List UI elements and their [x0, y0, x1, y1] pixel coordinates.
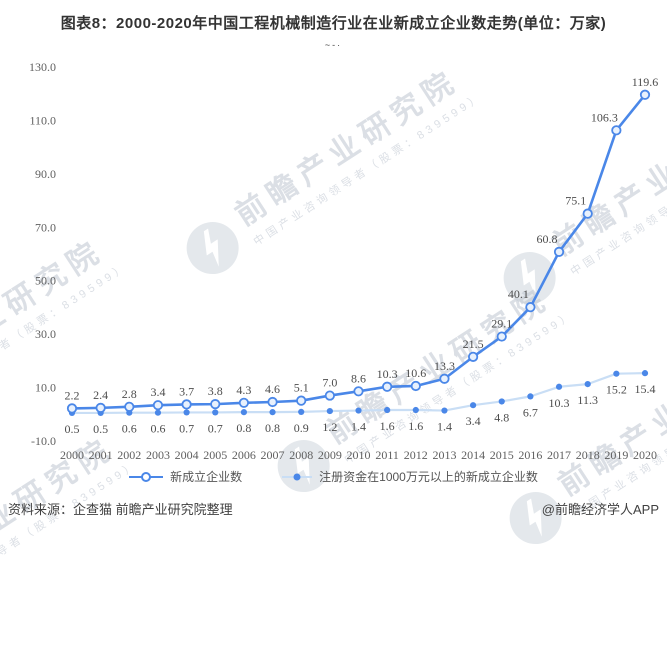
svg-text:29.1: 29.1: [491, 317, 512, 331]
svg-text:0.8: 0.8: [236, 421, 251, 435]
legend-item-new-companies: 新成立企业数: [129, 468, 242, 485]
svg-text:2014: 2014: [461, 448, 485, 462]
svg-text:2002: 2002: [117, 448, 141, 462]
svg-text:5.1: 5.1: [294, 381, 309, 395]
svg-text:2.4: 2.4: [93, 388, 108, 402]
svg-text:2.2: 2.2: [65, 388, 80, 402]
svg-text:10.0: 10.0: [35, 381, 56, 395]
svg-text:2003: 2003: [146, 448, 170, 462]
svg-text:0.8: 0.8: [265, 421, 280, 435]
line-dot-marker-icon: [282, 475, 313, 478]
svg-text:2006: 2006: [232, 448, 256, 462]
line-open-circle-marker-icon: [129, 475, 164, 478]
svg-text:75.1: 75.1: [565, 194, 586, 208]
svg-text:40.1: 40.1: [508, 287, 529, 301]
svg-text:10.3: 10.3: [549, 396, 570, 410]
svg-text:-10.0: -10.0: [31, 434, 56, 448]
svg-text:13.3: 13.3: [434, 359, 455, 373]
svg-text:0.9: 0.9: [294, 421, 309, 435]
footer-credit: @前瞻经济学人APP: [541, 502, 659, 517]
svg-text:0.7: 0.7: [208, 421, 223, 435]
chart-legend: 新成立企业数 注册资金在1000万元以上的新成立企业数: [0, 468, 667, 485]
svg-text:2010: 2010: [347, 448, 371, 462]
legend-item-registered-capital: 注册资金在1000万元以上的新成立企业数: [282, 468, 538, 485]
svg-text:50.0: 50.0: [35, 274, 56, 288]
svg-text:4.6: 4.6: [265, 382, 280, 396]
svg-text:30.0: 30.0: [35, 327, 56, 341]
svg-text:3.7: 3.7: [179, 384, 194, 398]
svg-text:70.0: 70.0: [35, 220, 56, 234]
svg-text:1.4: 1.4: [437, 420, 452, 434]
svg-text:0.5: 0.5: [65, 422, 80, 436]
svg-text:10.3: 10.3: [377, 367, 398, 381]
svg-text:2020: 2020: [633, 448, 657, 462]
svg-text:2019: 2019: [604, 448, 628, 462]
legend-label: 注册资金在1000万元以上的新成立企业数: [319, 470, 538, 484]
svg-text:1.6: 1.6: [380, 419, 395, 433]
svg-text:4.3: 4.3: [236, 383, 251, 397]
svg-text:15.2: 15.2: [606, 383, 627, 397]
svg-text:3.4: 3.4: [466, 414, 481, 428]
chart-page: 前瞻产业研究院 中国产业咨询领导者（股票：839599） 前瞻产业研究院 中国产…: [0, 0, 667, 528]
svg-text:2011: 2011: [375, 448, 399, 462]
svg-text:2012: 2012: [404, 448, 428, 462]
subtitle-mark: ~-·: [324, 40, 343, 50]
svg-text:1.4: 1.4: [351, 420, 366, 434]
chart-canvas: 130.0 110.0 90.0 70.0 50.0 30.0 10.0 -10.0 2000 2…: [29, 60, 659, 462]
svg-text:2018: 2018: [576, 448, 600, 462]
svg-text:2008: 2008: [289, 448, 313, 462]
svg-text:119.6: 119.6: [632, 75, 659, 89]
svg-text:15.4: 15.4: [635, 382, 656, 396]
svg-text:0.6: 0.6: [122, 422, 137, 436]
svg-text:2004: 2004: [175, 448, 199, 462]
svg-text:21.5: 21.5: [463, 337, 484, 351]
legend-label: 新成立企业数: [170, 470, 243, 484]
svg-text:0.7: 0.7: [179, 421, 194, 435]
svg-text:11.3: 11.3: [577, 393, 598, 407]
svg-text:2000: 2000: [60, 448, 84, 462]
footer-source: 资料来源：企查猫 前瞻产业研究院整理: [8, 502, 233, 517]
svg-text:130.0: 130.0: [29, 60, 56, 74]
svg-text:106.3: 106.3: [591, 110, 618, 124]
svg-text:2013: 2013: [432, 448, 456, 462]
svg-text:2017: 2017: [547, 448, 571, 462]
svg-text:2007: 2007: [261, 448, 285, 462]
chart-title: 图表8：2000-2020年中国工程机械制造行业在业新成立企业数走势(单位：万家…: [60, 15, 607, 32]
svg-text:0.6: 0.6: [150, 422, 165, 436]
svg-text:2005: 2005: [203, 448, 227, 462]
svg-text:2016: 2016: [518, 448, 542, 462]
svg-text:2.8: 2.8: [122, 387, 137, 401]
svg-text:2009: 2009: [318, 448, 342, 462]
svg-text:110.0: 110.0: [29, 113, 56, 127]
svg-text:6.7: 6.7: [523, 405, 538, 419]
chart-footer: 资料来源：企查猫 前瞻产业研究院整理 @前瞻经济学人APP: [0, 499, 667, 518]
svg-text:2015: 2015: [490, 448, 514, 462]
svg-text:3.4: 3.4: [150, 385, 165, 399]
svg-text:7.0: 7.0: [322, 376, 337, 390]
svg-text:0.5: 0.5: [93, 422, 108, 436]
svg-text:90.0: 90.0: [35, 167, 56, 181]
svg-text:1.6: 1.6: [408, 419, 423, 433]
svg-text:1.2: 1.2: [322, 420, 337, 434]
svg-text:60.8: 60.8: [537, 232, 558, 246]
svg-text:4.8: 4.8: [494, 410, 509, 424]
svg-text:8.6: 8.6: [351, 371, 366, 385]
svg-text:3.8: 3.8: [208, 384, 223, 398]
svg-text:2001: 2001: [89, 448, 113, 462]
svg-text:10.6: 10.6: [405, 366, 426, 380]
